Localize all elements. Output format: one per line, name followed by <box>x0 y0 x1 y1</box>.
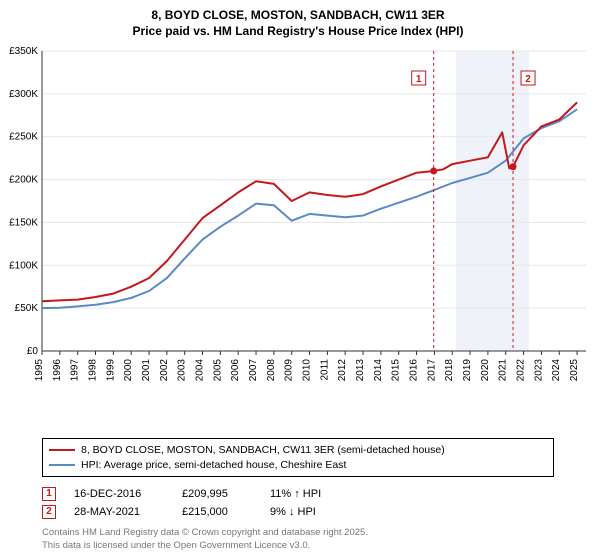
svg-text:2008: 2008 <box>266 359 277 382</box>
svg-text:1996: 1996 <box>52 359 63 382</box>
svg-text:2011: 2011 <box>319 359 330 381</box>
svg-text:£100K: £100K <box>9 260 38 271</box>
line-chart-svg: £0 £50K £100K £150K £200K £250K £300K £350K 1995… <box>6 45 590 385</box>
svg-text:1998: 1998 <box>88 359 99 382</box>
transaction-row: 1 16-DEC-2016 £209,995 11% ↑ HPI <box>42 485 554 503</box>
svg-text:2001: 2001 <box>141 359 152 382</box>
transaction-price: £209,995 <box>182 488 252 500</box>
legend-label: 8, BOYD CLOSE, MOSTON, SANDBACH, CW11 3E… <box>81 443 445 458</box>
svg-text:£300K: £300K <box>9 89 38 100</box>
svg-text:2020: 2020 <box>480 359 491 382</box>
title-line-2: Price paid vs. HM Land Registry's House … <box>6 24 590 40</box>
title-line-1: 8, BOYD CLOSE, MOSTON, SANDBACH, CW11 3E… <box>6 8 590 24</box>
svg-text:2022: 2022 <box>516 359 527 382</box>
svg-text:2016: 2016 <box>409 359 420 382</box>
svg-text:2025: 2025 <box>569 359 580 382</box>
svg-text:2013: 2013 <box>355 359 366 382</box>
legend-swatch <box>49 464 75 466</box>
svg-text:£350K: £350K <box>9 46 38 57</box>
transaction-date: 16-DEC-2016 <box>74 488 164 500</box>
svg-text:£0: £0 <box>27 346 39 357</box>
svg-text:2004: 2004 <box>195 359 206 382</box>
transactions-table: 1 16-DEC-2016 £209,995 11% ↑ HPI 2 28-MA… <box>42 485 554 521</box>
legend: 8, BOYD CLOSE, MOSTON, SANDBACH, CW11 3E… <box>42 438 554 477</box>
transaction-marker-1: 1 <box>42 487 56 501</box>
svg-text:2017: 2017 <box>426 359 437 382</box>
svg-text:£250K: £250K <box>9 132 38 143</box>
svg-text:2000: 2000 <box>123 359 134 382</box>
svg-text:2012: 2012 <box>337 359 348 382</box>
footer-line-1: Contains HM Land Registry data © Crown c… <box>42 527 554 539</box>
svg-text:£200K: £200K <box>9 175 38 186</box>
svg-text:2015: 2015 <box>391 359 402 382</box>
legend-item-hpi: HPI: Average price, semi-detached house,… <box>49 458 547 473</box>
transaction-date: 28-MAY-2021 <box>74 506 164 518</box>
legend-item-price-paid: 8, BOYD CLOSE, MOSTON, SANDBACH, CW11 3E… <box>49 443 547 458</box>
footer-line-2: This data is licensed under the Open Gov… <box>42 540 554 552</box>
svg-text:2023: 2023 <box>533 359 544 382</box>
chart-container: 8, BOYD CLOSE, MOSTON, SANDBACH, CW11 3E… <box>0 0 600 560</box>
svg-text:2021: 2021 <box>498 359 509 382</box>
svg-text:2010: 2010 <box>302 359 313 382</box>
svg-text:1997: 1997 <box>70 359 81 382</box>
svg-text:2009: 2009 <box>284 359 295 382</box>
svg-text:1999: 1999 <box>105 359 116 382</box>
svg-text:2019: 2019 <box>462 359 473 382</box>
svg-text:£50K: £50K <box>15 303 39 314</box>
chart-plot-area: £0 £50K £100K £150K £200K £250K £300K £350K 1995… <box>6 45 590 434</box>
svg-text:2005: 2005 <box>212 359 223 382</box>
transaction-price: £215,000 <box>182 506 252 518</box>
chart-title: 8, BOYD CLOSE, MOSTON, SANDBACH, CW11 3E… <box>6 8 590 39</box>
transaction-delta: 9% ↓ HPI <box>270 506 316 518</box>
svg-text:2018: 2018 <box>444 359 455 382</box>
transaction-marker-2: 2 <box>42 505 56 519</box>
transaction-delta: 11% ↑ HPI <box>270 488 321 500</box>
svg-text:2003: 2003 <box>177 359 188 382</box>
legend-swatch <box>49 449 75 451</box>
legend-label: HPI: Average price, semi-detached house,… <box>81 458 346 473</box>
transaction-row: 2 28-MAY-2021 £215,000 9% ↓ HPI <box>42 503 554 521</box>
svg-text:2024: 2024 <box>551 359 562 382</box>
svg-text:1: 1 <box>416 74 422 85</box>
svg-text:2002: 2002 <box>159 359 170 382</box>
svg-text:2: 2 <box>525 74 531 85</box>
svg-text:1995: 1995 <box>34 359 45 382</box>
svg-text:£150K: £150K <box>9 218 38 229</box>
svg-text:2006: 2006 <box>230 359 241 382</box>
svg-text:2007: 2007 <box>248 359 259 382</box>
svg-text:2014: 2014 <box>373 359 384 382</box>
footer-attribution: Contains HM Land Registry data © Crown c… <box>42 527 554 552</box>
